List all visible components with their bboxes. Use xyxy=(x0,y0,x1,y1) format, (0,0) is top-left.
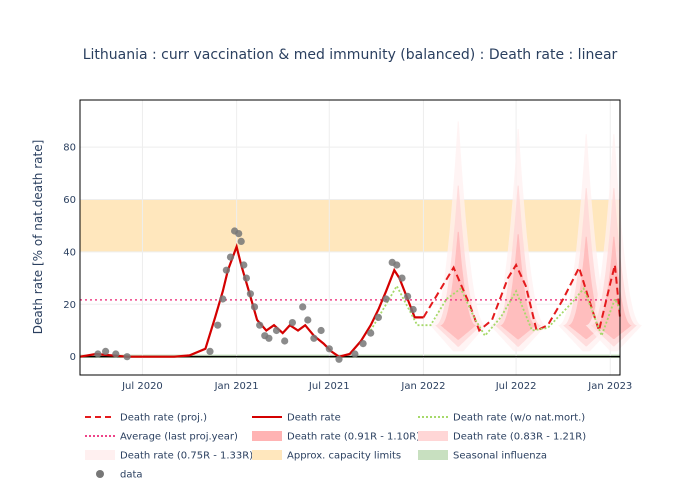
projection-bands xyxy=(430,121,642,352)
legend[interactable]: Death rate (proj.) Death rate Death rate (… xyxy=(85,413,586,481)
data-point xyxy=(409,305,417,314)
data-point xyxy=(265,334,273,342)
data-point xyxy=(237,237,245,245)
background-bands xyxy=(80,199,620,358)
data-point xyxy=(359,340,367,348)
legend-item[interactable]: data xyxy=(96,470,143,481)
band-091-area xyxy=(440,231,477,340)
data-points xyxy=(94,227,417,363)
legend-label: Seasonal influenza xyxy=(453,451,547,462)
data-point xyxy=(219,295,227,303)
x-tick-label: Jan 2021 xyxy=(214,381,259,392)
legend-item[interactable]: Average (last proj.year) xyxy=(85,432,238,443)
data-point xyxy=(393,261,401,269)
data-point xyxy=(250,303,259,311)
data-point xyxy=(272,326,281,335)
y-tick-label: 20 xyxy=(63,300,76,311)
legend-label: Approx. capacity limits xyxy=(287,451,401,462)
legend-label: Death rate (0.75R - 1.33R) xyxy=(120,451,253,462)
legend-label: Average (last proj.year) xyxy=(120,432,238,443)
data-point xyxy=(214,321,222,329)
band-091-area xyxy=(595,236,632,339)
data-point xyxy=(374,313,382,321)
x-axis-ticks: Jul 2020 Jan 2021 Jul 2021 Jan 2022 Jul 2022… xyxy=(121,381,632,392)
legend-label: Death rate xyxy=(287,413,341,424)
legend-item[interactable]: Death rate (0.91R - 1.10R) xyxy=(252,431,420,443)
x-tick-label: Jul 2022 xyxy=(495,381,537,392)
data-point xyxy=(206,347,214,355)
legend-item[interactable]: Approx. capacity limits xyxy=(252,450,401,462)
data-point xyxy=(299,303,307,311)
data-point xyxy=(325,345,333,353)
legend-item[interactable]: Death rate (0.83R - 1.21R) xyxy=(418,431,586,443)
data-point xyxy=(246,290,254,298)
x-tick-label: Jul 2020 xyxy=(121,381,163,392)
data-point xyxy=(242,274,250,282)
band-091-area xyxy=(500,234,537,340)
y-tick-label: 80 xyxy=(63,143,76,154)
legend-item[interactable]: Death rate (proj.) xyxy=(85,413,207,424)
y-tick-label: 60 xyxy=(63,195,76,206)
series-actual-line xyxy=(79,242,424,358)
data-point xyxy=(240,261,248,269)
legend-label: Death rate (0.83R - 1.21R) xyxy=(453,432,586,443)
data-point xyxy=(235,230,243,238)
data-point xyxy=(94,350,102,358)
legend-swatch xyxy=(418,450,448,460)
legend-label: Death rate (w/o nat.mort.) xyxy=(453,413,585,424)
data-point xyxy=(404,292,412,300)
legend-swatch xyxy=(85,450,115,460)
data-point xyxy=(256,321,264,329)
y-axis-ticks: 0 20 40 60 80 xyxy=(63,143,76,364)
x-tick-label: Jan 2023 xyxy=(587,381,632,392)
data-point xyxy=(310,334,318,342)
legend-item[interactable]: Death rate xyxy=(252,413,341,424)
x-tick-label: Jul 2021 xyxy=(308,381,350,392)
data-point xyxy=(112,350,120,358)
data-point xyxy=(317,326,325,335)
series-projection-line xyxy=(422,262,621,335)
data-point xyxy=(351,350,359,358)
data-point xyxy=(367,329,375,337)
legend-label: Death rate (0.91R - 1.10R) xyxy=(287,432,420,443)
legend-item[interactable]: Seasonal influenza xyxy=(418,450,547,462)
data-point xyxy=(382,295,390,303)
data-point xyxy=(281,337,289,345)
legend-swatch xyxy=(96,470,104,478)
plot-area xyxy=(79,100,642,375)
legend-swatch xyxy=(252,431,282,441)
data-point xyxy=(123,353,131,361)
y-tick-label: 0 xyxy=(70,352,76,363)
chart-title: Lithuania : curr vaccination & med immun… xyxy=(83,47,618,63)
y-tick-label: 40 xyxy=(63,247,76,258)
data-point xyxy=(304,316,312,324)
legend-item[interactable]: Death rate (0.75R - 1.33R) xyxy=(85,450,253,462)
legend-label: data xyxy=(120,470,143,481)
series-dotted-line xyxy=(369,284,621,339)
x-tick-label: Jan 2022 xyxy=(400,381,445,392)
y-axis-title: Death rate [% of nat.death rate] xyxy=(31,140,45,335)
legend-swatch xyxy=(418,431,448,441)
legend-label: Death rate (proj.) xyxy=(120,413,207,424)
data-point xyxy=(102,347,110,355)
legend-swatch xyxy=(252,450,282,460)
series-lines xyxy=(79,242,621,358)
plot-frame xyxy=(79,99,621,376)
data-point xyxy=(288,319,296,327)
legend-item[interactable]: Death rate (w/o nat.mort.) xyxy=(418,413,585,424)
capacity-band xyxy=(80,199,620,252)
data-point xyxy=(226,253,235,261)
data-point xyxy=(398,274,406,282)
data-point xyxy=(335,355,343,363)
data-point xyxy=(222,266,230,274)
